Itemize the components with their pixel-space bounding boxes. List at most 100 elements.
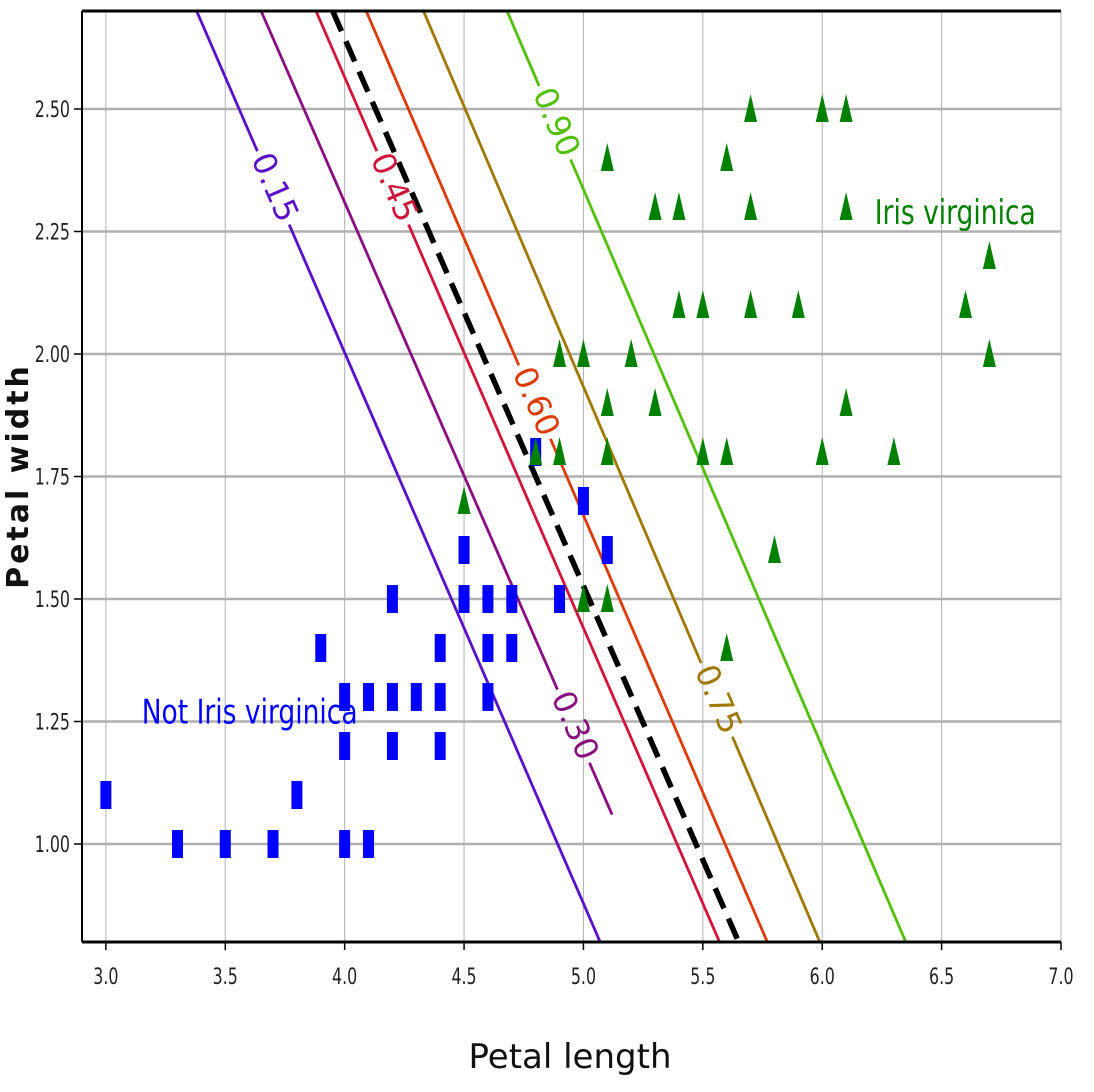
point-square <box>219 830 231 858</box>
point-square <box>482 683 494 711</box>
point-square <box>458 536 470 564</box>
point-triangle <box>553 437 567 465</box>
point-triangle <box>720 437 734 465</box>
y-tick-label: 1.50 <box>35 586 70 612</box>
point-triangle <box>576 584 590 612</box>
contour-line-0.90 <box>505 11 541 87</box>
point-triangle <box>720 633 734 661</box>
point-triangle <box>648 388 662 416</box>
point-triangle <box>696 290 710 318</box>
contour-line-0.15 <box>195 11 259 152</box>
point-triangle <box>982 339 996 367</box>
point-square <box>434 732 446 760</box>
y-tick-label: 1.25 <box>35 709 70 735</box>
contour-line-0.45 <box>407 224 721 942</box>
point-square <box>339 732 351 760</box>
point-square <box>577 487 589 515</box>
point-triangle <box>553 339 567 367</box>
x-tick-label: 3.0 <box>93 963 118 989</box>
y-tick-label: 2.50 <box>35 96 70 122</box>
contour-line-0.75 <box>731 736 822 942</box>
point-square <box>386 683 398 711</box>
point-triangle <box>600 437 614 465</box>
point-square <box>172 830 184 858</box>
annotation-label: Iris virginica <box>875 194 1036 233</box>
point-square <box>386 585 398 613</box>
point-triangle <box>958 290 972 318</box>
grid <box>82 11 1062 942</box>
point-triangle <box>720 143 734 171</box>
point-square <box>363 683 375 711</box>
point-triangle <box>839 94 853 122</box>
y-tick-label: 2.25 <box>35 219 70 245</box>
point-triangle <box>648 192 662 220</box>
x-tick-label: 5.0 <box>571 963 596 989</box>
point-triangle <box>815 94 829 122</box>
y-tick-label: 1.00 <box>35 831 70 857</box>
point-square <box>601 536 613 564</box>
point-square <box>267 830 279 858</box>
contour-line-0.90 <box>569 158 908 942</box>
contour-line-0.75 <box>422 11 703 664</box>
point-triangle <box>744 290 758 318</box>
annotation-label: Not Iris virginica <box>142 694 358 733</box>
x-tick-label: 7.0 <box>1048 963 1073 989</box>
point-square <box>506 585 518 613</box>
point-square <box>410 683 422 711</box>
plot-lines <box>195 11 908 942</box>
point-square <box>363 830 375 858</box>
contour-line-0.15 <box>287 224 602 942</box>
point-triangle <box>744 94 758 122</box>
annotations: Not Iris virginica Iris virginica <box>142 194 1036 733</box>
x-tick-label: 6.0 <box>810 963 835 989</box>
x-tick-label: 3.5 <box>213 963 238 989</box>
point-square <box>482 585 494 613</box>
point-triangle <box>529 437 543 465</box>
point-triangle <box>815 437 829 465</box>
contour-line-0.45 <box>314 11 379 152</box>
point-square <box>339 830 351 858</box>
point-triangle <box>791 290 805 318</box>
point-square <box>482 634 494 662</box>
point-triangle <box>744 192 758 220</box>
y-axis-label: Petal width <box>1 363 36 589</box>
point-square <box>339 683 351 711</box>
point-triangle <box>600 388 614 416</box>
contour-line-0.30 <box>259 11 559 691</box>
point-square <box>291 781 303 809</box>
x-tick-label: 5.5 <box>690 963 715 989</box>
point-square <box>434 683 446 711</box>
point-square <box>458 585 470 613</box>
point-triangle <box>576 339 590 367</box>
x-axis-label: Petal length <box>468 1037 671 1077</box>
point-triangle <box>982 241 996 269</box>
point-triangle <box>672 192 686 220</box>
x-tick-label: 6.5 <box>929 963 954 989</box>
point-triangle <box>672 290 686 318</box>
point-square <box>100 781 112 809</box>
point-triangle <box>696 437 710 465</box>
contour-line-0.60 <box>364 11 521 366</box>
y-tick-label: 2.00 <box>35 341 70 367</box>
contour-line-0.30 <box>588 762 614 816</box>
point-triangle <box>767 535 781 563</box>
point-triangle <box>600 584 614 612</box>
point-square <box>554 585 566 613</box>
decision-boundary <box>330 11 742 942</box>
data-points <box>100 94 996 858</box>
point-triangle <box>600 143 614 171</box>
point-triangle <box>887 437 901 465</box>
point-triangle <box>624 339 638 367</box>
point-square <box>315 634 327 662</box>
point-triangle <box>457 486 471 514</box>
point-triangle <box>839 388 853 416</box>
point-triangle <box>839 192 853 220</box>
contour-line-0.60 <box>549 438 769 942</box>
ticks: 3.0 3.5 4.0 4.5 5.0 5.5 6.0 6.5 7.0 1.00 1.25 1.50 1… <box>35 96 1074 989</box>
x-tick-label: 4.0 <box>332 963 357 989</box>
point-square <box>434 634 446 662</box>
point-square <box>506 634 518 662</box>
x-tick-label: 4.5 <box>451 963 476 989</box>
point-square <box>386 732 398 760</box>
